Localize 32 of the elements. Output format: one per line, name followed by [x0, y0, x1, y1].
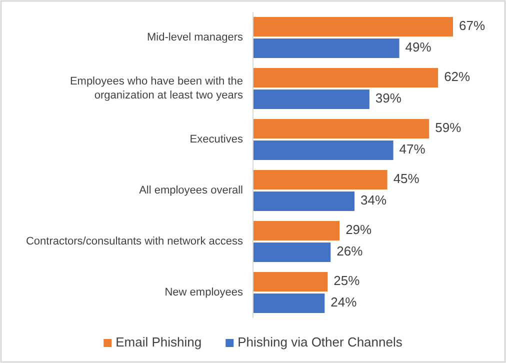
- bar: [253, 272, 328, 292]
- data-label: 39%: [375, 90, 402, 106]
- bar: [253, 294, 325, 313]
- bar: [253, 170, 388, 190]
- data-label: 34%: [360, 192, 387, 208]
- legend-label: Phishing via Other Channels: [238, 334, 403, 350]
- data-label: 25%: [334, 273, 360, 288]
- data-label: 59%: [435, 120, 462, 136]
- bar: [253, 242, 331, 262]
- bar: [253, 17, 453, 36]
- data-label: 49%: [405, 40, 432, 55]
- y-tick-label: Contractors/consultants with network access: [26, 235, 244, 248]
- data-label: 67%: [459, 18, 486, 34]
- bar: [253, 68, 438, 88]
- y-tick-label: Executives: [190, 133, 244, 146]
- bar: [253, 140, 394, 160]
- bar: [253, 90, 370, 109]
- data-label: 24%: [330, 294, 358, 310]
- y-tick-label: Mid-level managers: [147, 31, 244, 44]
- bar: [253, 119, 430, 138]
- data-label: 45%: [393, 171, 420, 186]
- data-label: 29%: [346, 222, 372, 238]
- y-tick-label: New employees: [164, 286, 244, 298]
- y-tick-label: Employees who have been with the organization at least two years: [70, 75, 244, 102]
- bar: [253, 192, 354, 211]
- data-label: 62%: [444, 69, 471, 84]
- bar: [253, 38, 400, 58]
- data-label: 26%: [336, 244, 364, 259]
- data-label: 47%: [399, 142, 426, 157]
- legend-label: Email Phishing: [116, 334, 202, 350]
- y-tick-label: All employees overall: [139, 184, 243, 196]
- bar: [253, 221, 340, 240]
